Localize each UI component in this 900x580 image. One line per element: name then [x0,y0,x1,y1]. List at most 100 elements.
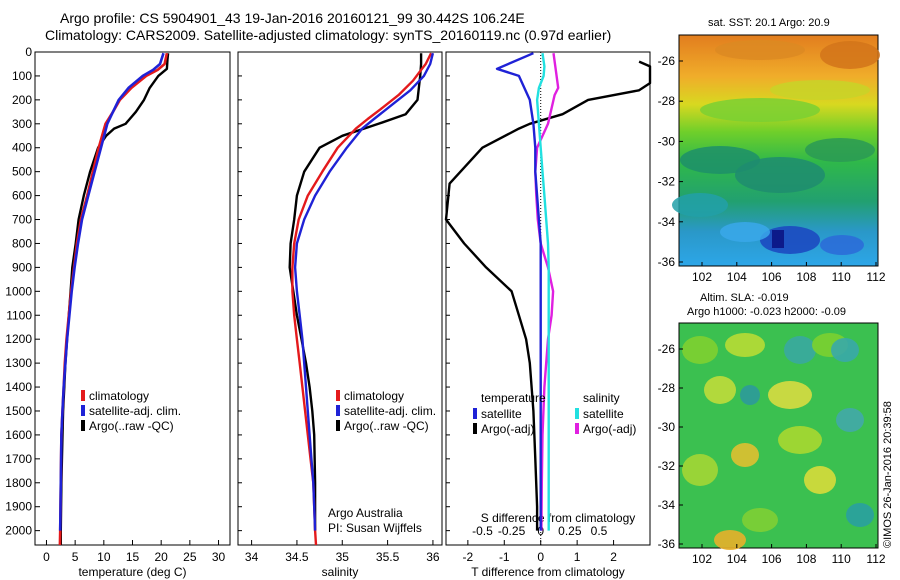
top-x-tick-label: -0.5 [472,524,493,538]
x-tick-label: 15 [126,550,140,564]
sla-map-x-tick-label: 110 [832,552,851,566]
sst-map-y-tick-label: -26 [658,54,676,68]
sla-map-patch [704,376,736,404]
imos-watermark: ©IMOS 26-Jan-2016 20:39:58 [882,401,894,548]
sla-map-patch [714,530,746,550]
sla-map-y-tick-label: -30 [658,420,676,434]
y-tick-label: 900 [12,260,32,274]
sst-map-y-tick-label: -30 [658,134,676,148]
y-tick-label: 1800 [5,476,32,490]
sst-map-x-tick-label: 106 [762,270,782,284]
sla-map-title-line2: Argo h1000: -0.023 h2000: -0.09 [687,306,847,318]
y-tick-label: 1500 [5,404,32,418]
sla-map-patch [846,503,874,527]
legend-label: Argo(-adj) [481,422,534,436]
y-tick-label: 700 [12,213,32,227]
x-axis-label: T difference from climatology [471,565,625,579]
y-tick-label: 1200 [5,332,32,346]
sst-map-x-tick-label: 108 [796,270,816,284]
legend-label: satellite [481,407,522,421]
sla-map-x-tick-label: 108 [796,552,816,566]
plot-title-line1: Argo profile: CS 5904901_43 19-Jan-2016 … [60,10,525,26]
legend-title-salinity: salinity [583,391,620,405]
legend-label: Argo(-adj) [583,422,636,436]
y-tick-label: 600 [12,189,32,203]
top-x-tick-label: -0.25 [498,524,526,538]
sst-map-y-tick-label: -32 [658,175,676,189]
y-tick-label: 1600 [5,428,32,442]
series-line-Argo(..raw -QC) [59,53,170,545]
top-x-tick-label: 0.25 [558,524,582,538]
sst-map-patch [770,80,870,100]
sst-map-patch [820,41,880,69]
y-tick-label: 300 [12,117,32,131]
sst-map-title: sat. SST: 20.1 Argo: 20.9 [708,17,830,29]
sla-map-x-tick-label: 104 [727,552,747,566]
panel-frame-1 [34,51,231,546]
sst-map-patch [672,193,728,217]
sla-map-x-tick-label: 106 [762,552,782,566]
sla-map-x-tick-label: 112 [866,552,885,566]
x-tick-label: 2 [610,550,617,564]
plot-title-line2: Climatology: CARS2009. Satellite-adjuste… [45,27,612,43]
sst-map-y-tick-label: -34 [658,215,676,229]
sla-map-y-tick-label: -36 [658,537,676,551]
top-x-tick-label: 0.5 [591,524,608,538]
sst-map-y-tick-label: -28 [658,94,676,108]
y-tick-label: 1000 [5,284,32,298]
x-tick-label: 20 [154,550,168,564]
series-line-satellite-adj. clim. [293,52,435,531]
x-tick-label: -1 [499,550,510,564]
sst-map-patch [700,98,820,122]
series-line-Argo(..raw -QC) [288,53,423,531]
sla-map-y-tick-label: -28 [658,381,676,395]
sla-map-patch [725,333,765,357]
top-x-tick-label: 0 [537,524,544,538]
x-tick-label: 5 [72,550,79,564]
sla-map-patch [742,508,778,532]
sst-map-x-tick-label: 110 [832,270,851,284]
legend-label: satellite-adj. clim. [89,404,181,418]
x-tick-label: 35.5 [376,550,400,564]
y-tick-label: 100 [12,69,32,83]
sst-map-patch [735,157,825,193]
sla-map-patch [682,454,718,486]
sst-map-patch [715,40,805,60]
sst-map-patch [772,230,784,248]
legend-label: Argo(..raw -QC) [344,419,429,433]
sla-map-y-tick-label: -26 [658,342,676,356]
series-line-satellite [495,52,542,531]
y-tick-label: 1700 [5,452,32,466]
sla-map-patch [682,336,718,364]
x-tick-label: 30 [212,550,226,564]
legend-title-temperature: temperature [481,391,546,405]
x-axis-label: salinity [322,565,359,579]
sla-map-patch [740,385,760,405]
sla-map-x-tick-label: 102 [692,552,712,566]
sla-map-patch [768,381,812,409]
sst-map-x-tick-label: 102 [692,270,712,284]
legend-label: climatology [344,389,404,403]
y-tick-label: 400 [12,141,32,155]
sla-map-patch [778,426,822,454]
sst-map-patch [820,235,864,255]
x-tick-label: 25 [183,550,197,564]
top-x-axis-label: S difference from climatology [481,511,636,525]
x-tick-label: 34 [245,550,259,564]
x-tick-label: 36 [426,550,440,564]
panel-frame-3 [445,51,651,546]
legend-label: climatology [89,389,149,403]
credit-line1: Argo Australia [328,506,403,520]
y-tick-label: 1300 [5,356,32,370]
sst-map-y-tick-label: -36 [658,255,676,269]
series-line-satellite-adj. clim. [58,52,165,531]
legend-label: satellite-adj. clim. [344,404,436,418]
x-tick-label: 0 [537,550,544,564]
sla-map-patch [804,466,836,494]
credit-line2: PI: Susan Wijffels [328,521,422,535]
y-tick-label: 200 [12,93,32,107]
x-tick-label: 1 [574,550,581,564]
series-line-satellite [535,53,550,531]
sla-map-patch [784,336,816,364]
